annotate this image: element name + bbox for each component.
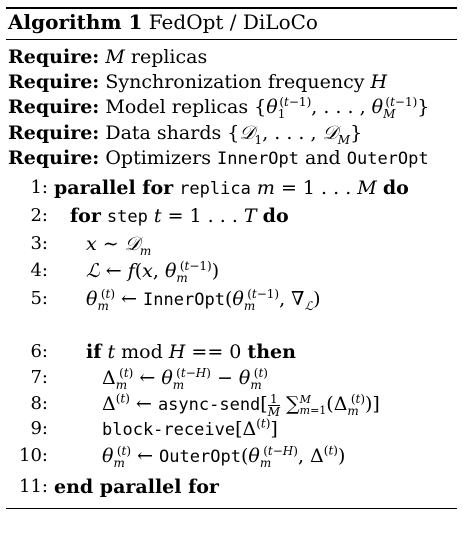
require-line-1: Require: M replicas [8,46,208,68]
bottom-rule [6,508,457,509]
algorithm-name: FedOpt / DiLoCo [148,10,318,34]
require-line-3: Require: Model replicas {θ1(t−1), . . . … [8,94,430,121]
top-rule [6,7,457,9]
require-line-4: Require: Data shards {𝒟1, . . . , 𝒟M} [8,122,363,147]
require-line-2: Require: Synchronization frequency H [8,71,388,93]
algorithm-label: Algorithm 1 [8,10,143,34]
require-line-5: Require: Optimizers InnerOpt and OuterOp… [8,147,429,169]
title-rule [6,39,457,40]
algorithm-title: Algorithm 1 FedOpt / DiLoCo [8,10,318,34]
